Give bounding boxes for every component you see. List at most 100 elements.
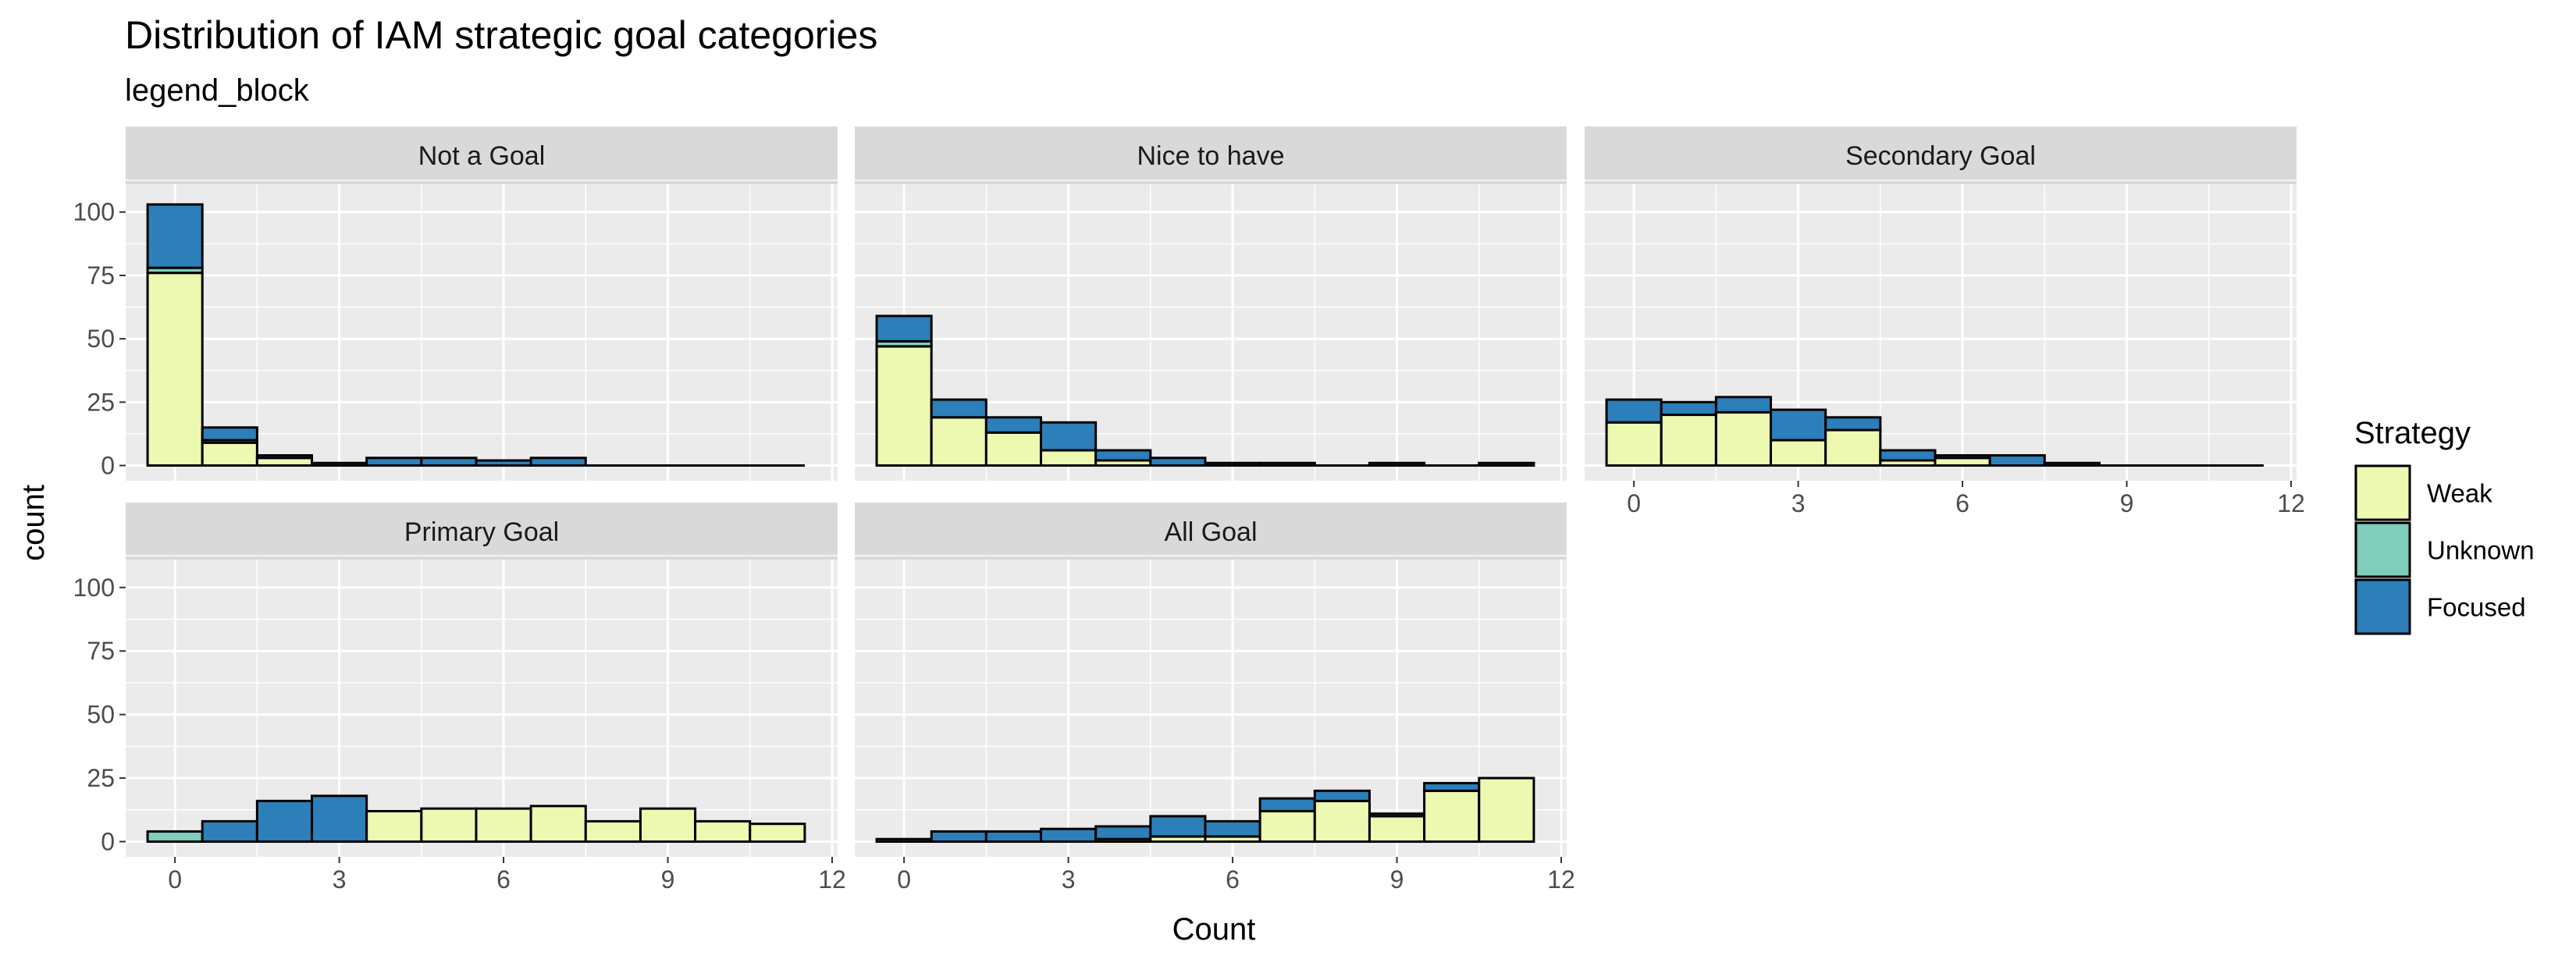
facet-panel-0: Not a Goal 0 25 50 75 100 (73, 126, 838, 481)
legend: Strategy Weak Unknown Focused (2354, 416, 2535, 635)
x-tick-label: 12 (1547, 865, 1575, 894)
facet-strip-label: All Goal (1164, 517, 1257, 547)
bar-weak (1770, 439, 1827, 467)
bar-focused (1605, 398, 1663, 424)
legend-title: Strategy (2354, 416, 2471, 450)
bar-focused (875, 314, 933, 343)
bar-weak (529, 805, 587, 843)
bar-focused (1423, 782, 1481, 792)
facet-strip (126, 126, 838, 184)
bar-unknown (146, 830, 204, 843)
bar-focused (1040, 827, 1098, 843)
bar-focused (255, 454, 314, 460)
bar-focused (1660, 400, 1717, 417)
bar-focused (1040, 421, 1098, 452)
x-tick-label: 0 (897, 865, 911, 894)
bar-weak (1040, 449, 1098, 467)
bar-weak (1368, 815, 1426, 843)
y-axis-label: count (16, 485, 51, 561)
legend-key-unknown (2354, 521, 2411, 578)
bar-focused (1313, 789, 1371, 802)
bar-focused (1149, 815, 1207, 838)
x-tick-label: 9 (661, 865, 675, 894)
facet-strip-label: Not a Goal (418, 141, 546, 171)
bar-focused (1094, 825, 1152, 840)
x-tick-label: 6 (1955, 489, 1969, 517)
bar-focused (1368, 461, 1426, 467)
bar-weak (984, 431, 1043, 467)
y-tick-label: 0 (101, 827, 115, 855)
bar-weak (639, 807, 697, 843)
x-tick-label: 12 (2277, 489, 2305, 517)
bar-focused (1149, 457, 1207, 467)
bar-weak (1313, 799, 1371, 843)
bar-focused (1879, 449, 1937, 462)
y-tick-label: 50 (87, 325, 115, 353)
bar-weak (146, 272, 204, 467)
bar-focused (475, 459, 532, 467)
x-tick-label: 6 (1226, 865, 1240, 894)
bar-focused (1934, 454, 1991, 460)
x-tick-label: 9 (2120, 489, 2134, 517)
legend-key-focused (2354, 578, 2411, 635)
bar-weak (749, 823, 806, 843)
bar-weak (930, 416, 987, 467)
bar-focused (875, 837, 933, 843)
bar-weak (1824, 428, 1882, 467)
bar-focused (1478, 461, 1535, 467)
x-tick-label: 0 (168, 865, 182, 894)
y-tick-label: 50 (87, 701, 115, 729)
plot-background (126, 560, 838, 857)
bar-focused (311, 794, 368, 843)
x-tick-label: 3 (1791, 489, 1806, 517)
bar-focused (1368, 812, 1426, 818)
x-tick-label: 12 (818, 865, 846, 894)
bar-weak (584, 819, 642, 843)
bar-weak (365, 809, 423, 843)
facet-strip (1585, 126, 2297, 184)
y-tick-label: 0 (101, 452, 115, 480)
bar-focused (201, 819, 258, 843)
legend-label-weak: Weak (2427, 479, 2492, 508)
x-axis-label: Count (1172, 912, 1256, 947)
bar-focused (1204, 819, 1261, 838)
bar-focused (984, 830, 1043, 843)
y-tick-label: 100 (73, 198, 115, 226)
bar-focused (984, 416, 1043, 434)
bar-weak (875, 345, 933, 467)
facet-strip-label: Nice to have (1137, 141, 1285, 171)
bar-focused (930, 398, 987, 419)
facet-panel-1: Nice to have (855, 126, 1567, 481)
y-tick-label: 75 (87, 261, 115, 290)
bar-weak (1423, 789, 1481, 843)
facet-panel-2: Secondary Goal 0 3 6 9 12 (1585, 126, 2305, 517)
bar-focused (1714, 396, 1773, 414)
bar-weak (1478, 776, 1535, 843)
facet-strip (855, 126, 1567, 184)
bar-weak (694, 819, 752, 843)
facet-strip-label: Primary Goal (404, 517, 559, 547)
facet-strip-label: Secondary Goal (1845, 141, 2036, 171)
bar-focused (930, 830, 987, 843)
bar-focused (1824, 416, 1882, 432)
x-tick-label: 3 (333, 865, 347, 894)
bar-weak (420, 807, 478, 843)
chart-title: Distribution of IAM strategic goal categ… (125, 13, 877, 57)
bar-weak (1258, 809, 1316, 843)
x-tick-label: 0 (1627, 489, 1641, 517)
facet-panel-3: Primary Goal 0 25 50 75 100 0 3 6 9 12 (73, 503, 846, 894)
y-tick-label: 100 (73, 574, 115, 602)
legend-key-weak (2354, 464, 2411, 521)
y-tick-label: 25 (87, 388, 115, 416)
legend-label-unknown: Unknown (2427, 536, 2535, 565)
bar-weak (1714, 410, 1773, 467)
bar-focused (1204, 461, 1261, 467)
bar-focused (1094, 449, 1152, 462)
legend-label-focused: Focused (2427, 593, 2526, 622)
bar-focused (1988, 454, 2046, 467)
bar-focused (201, 426, 258, 442)
bar-focused (1770, 408, 1827, 442)
bar-focused (255, 799, 314, 843)
bar-focused (529, 457, 587, 467)
